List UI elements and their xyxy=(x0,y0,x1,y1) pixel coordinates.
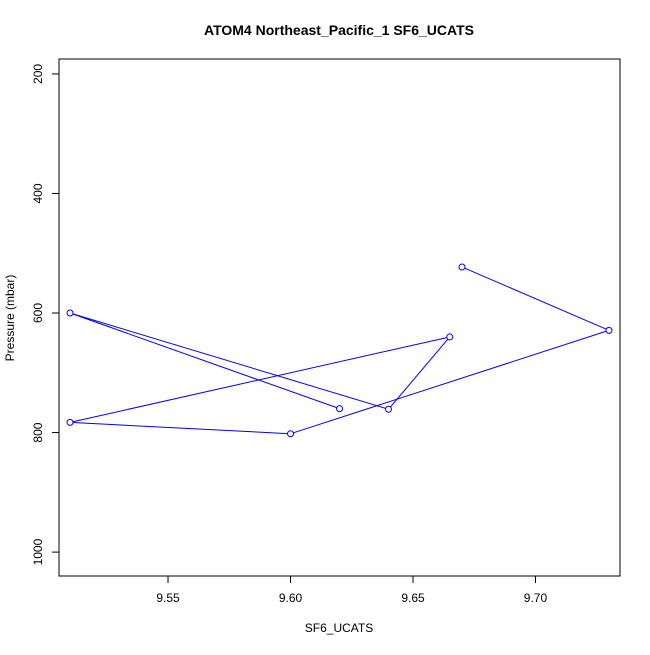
data-point xyxy=(605,326,613,334)
y-tick-label: 200 xyxy=(31,64,45,84)
x-tick-label: 9.65 xyxy=(401,591,425,605)
data-point xyxy=(66,309,74,317)
x-axis-label: SF6_UCATS xyxy=(305,621,373,635)
series-line-segment xyxy=(293,330,607,434)
x-tick-label: 9.70 xyxy=(524,591,548,605)
x-axis: 9.55 9.60 9.65 9.70 xyxy=(156,575,548,605)
y-axis-label: Pressure (mbar) xyxy=(3,275,17,362)
y-tick-label: 600 xyxy=(31,303,45,323)
data-point xyxy=(336,405,343,413)
data-point xyxy=(384,405,392,413)
series-line-segment xyxy=(72,337,447,423)
series-line-segment xyxy=(464,267,607,330)
x-tick-label: 9.60 xyxy=(279,591,303,605)
series-line-segment xyxy=(72,313,386,409)
y-axis: 200 400 600 800 1000 xyxy=(31,64,60,565)
chart-title: ATOM4 Northeast_Pacific_1 SF6_UCATS xyxy=(204,22,474,38)
data-point xyxy=(287,430,295,438)
y-tick-label: 400 xyxy=(31,183,45,203)
y-tick-label: 800 xyxy=(31,422,45,442)
series-line-segment xyxy=(72,422,288,435)
data-point xyxy=(458,263,466,271)
series-layer xyxy=(66,263,613,438)
series-line-segment xyxy=(390,338,449,408)
data-point xyxy=(446,333,454,341)
y-tick-label: 1000 xyxy=(31,538,45,565)
series-line-segment xyxy=(72,313,337,409)
data-point xyxy=(66,418,74,426)
x-tick-label: 9.55 xyxy=(156,591,180,605)
